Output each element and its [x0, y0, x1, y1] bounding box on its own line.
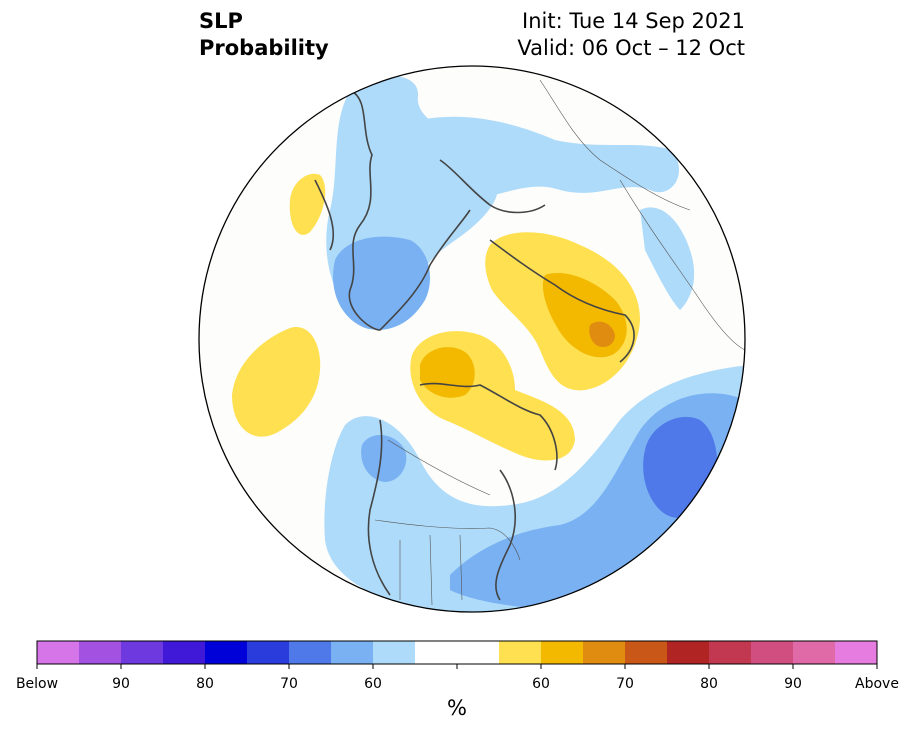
colorbar-tick-label: 80: [196, 676, 214, 692]
colorbar-tick-label: 60: [364, 676, 382, 692]
colorbar-tick-label: Below: [16, 676, 58, 692]
above-60-north-atlantic: [232, 327, 321, 437]
colorbar-box: [331, 641, 374, 664]
colorbar-box: [793, 641, 836, 664]
border-line: [374, 519, 521, 561]
border-line: [399, 534, 463, 606]
colorbar-box: [499, 641, 542, 664]
colorbar-boxes: [37, 641, 878, 664]
border-line: [387, 439, 491, 496]
colorbar-box: [121, 641, 164, 664]
map-title: SLP Probability: [199, 8, 329, 62]
colorbar: Below 90 80 70 60 60 70 80 90 Above %: [16, 640, 899, 720]
border-line: [619, 179, 745, 351]
colorbar-box: [667, 641, 710, 664]
title-line-1: SLP: [199, 9, 243, 33]
colorbar-tick-label: 90: [784, 676, 802, 692]
below-70-atlantic: [333, 236, 430, 330]
below-60-eurasia: [420, 116, 680, 201]
below-80-pacific: [643, 416, 718, 518]
colorbar-box: [373, 641, 416, 664]
colorbar-box: [625, 641, 668, 664]
border-line: [539, 79, 691, 211]
below-70-gulf-alaska: [361, 434, 407, 482]
above-60-greenland-sea: [289, 173, 326, 235]
below-60-east-asia: [640, 207, 695, 310]
init-date: Init: Tue 14 Sep 2021: [522, 9, 745, 33]
colorbar-tick-label: 60: [532, 676, 550, 692]
europe-coastline: [314, 159, 546, 251]
colorbar-box: [37, 641, 80, 664]
colorbar-tick-label: 80: [700, 676, 718, 692]
canadian-archipelago-coastline: [419, 382, 558, 471]
colorbar-box: [163, 641, 206, 664]
map-dates: Init: Tue 14 Sep 2021 Valid: 06 Oct – 12…: [517, 8, 745, 62]
political-borders: [374, 79, 745, 606]
greenland-coastline: [348, 89, 471, 331]
title-line-2: Probability: [199, 36, 329, 60]
colorbar-tick-label: 70: [616, 676, 634, 692]
north-america-coastline: [367, 419, 516, 601]
colorbar-box: [415, 641, 458, 664]
colorbar-box: [541, 641, 584, 664]
colorbar-unit: %: [447, 696, 467, 720]
colorbar-tick-label: Above: [855, 676, 899, 692]
globe-outline: [198, 65, 746, 613]
colorbar-box: [835, 641, 878, 664]
colorbar-box: [247, 641, 290, 664]
colorbar-box: [457, 641, 500, 664]
eurasia-north-coastline: [489, 239, 635, 363]
colorbar-ticks: Below 90 80 70 60 60 70 80 90 Above: [16, 664, 899, 692]
colorbar-tick-label: 70: [280, 676, 298, 692]
colorbar-box: [751, 641, 794, 664]
coastlines: [314, 89, 635, 601]
colorbar-tick-label: 90: [112, 676, 130, 692]
above-80-siberia: [589, 321, 615, 347]
colorbar-box: [583, 641, 626, 664]
colorbar-box: [709, 641, 752, 664]
colorbar-box: [79, 641, 122, 664]
polar-map: [198, 65, 746, 613]
valid-date: Valid: 06 Oct – 12 Oct: [517, 36, 745, 60]
above-70-arctic-canada: [420, 347, 475, 398]
colorbar-box: [205, 641, 248, 664]
colorbar-box: [289, 641, 332, 664]
